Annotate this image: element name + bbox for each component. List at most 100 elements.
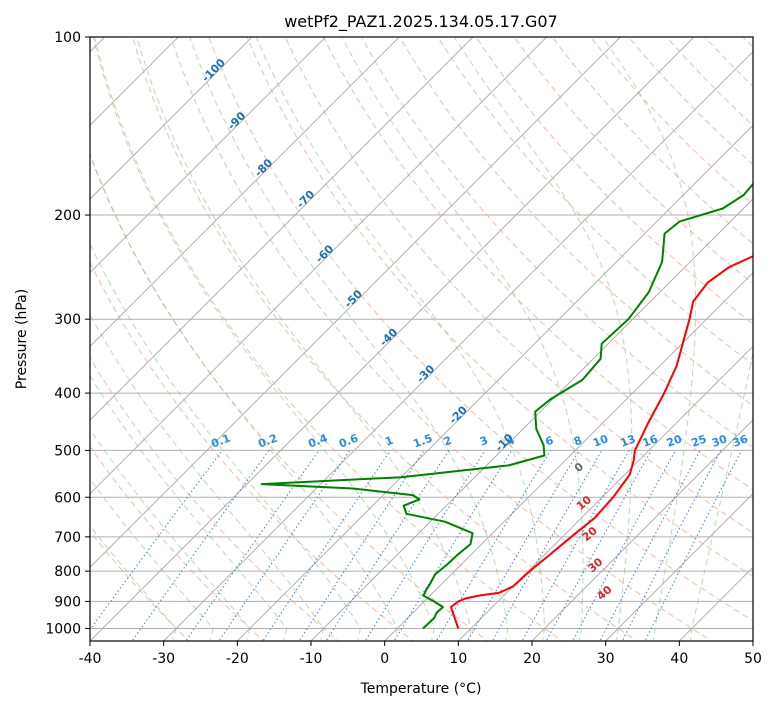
mixing-ratio-label: 0.4 bbox=[306, 432, 329, 451]
mixing-ratio-line bbox=[298, 450, 425, 641]
mixing-ratio-label: 3 bbox=[478, 434, 490, 449]
axes: -40 -30 -20 -10 0 10 20 30 40 5010020030040050060… bbox=[45, 30, 762, 667]
mixing-ratio-line bbox=[393, 450, 513, 641]
plot-area: 0.1 0.2 0.4 0.6 1 1.5 2 3 4 6 8 10 13 16 20 25 30 36 -100 -… bbox=[90, 37, 753, 641]
y-tick-label: 200 bbox=[54, 208, 81, 224]
dewpoint-profile-line bbox=[260, 182, 753, 630]
y-tick-label: 500 bbox=[54, 443, 81, 459]
mixing-ratio-line bbox=[131, 450, 270, 641]
dry-adiabat bbox=[208, 37, 753, 622]
dry-adiabat-label: -60 bbox=[313, 242, 336, 265]
dry-adiabat bbox=[284, 37, 753, 534]
dry-adiabat bbox=[132, 37, 638, 641]
mixing-ratio-line bbox=[364, 450, 486, 641]
moist-adiabat bbox=[341, 37, 584, 641]
moist-adiabat bbox=[90, 152, 398, 641]
isotherm-gridline bbox=[752, 640, 753, 641]
mixing-ratio-label: 16 bbox=[641, 432, 660, 450]
moist-adiabat bbox=[136, 37, 472, 641]
moist-adiabat bbox=[90, 524, 177, 641]
y-tick-label: 1000 bbox=[45, 621, 81, 637]
y-tick-label: 700 bbox=[54, 530, 81, 546]
x-axis-title: Temperature (°C) bbox=[360, 681, 482, 697]
mixing-ratio-line bbox=[466, 450, 580, 641]
moist-adiabat bbox=[90, 242, 361, 641]
dry-adiabat bbox=[90, 445, 265, 641]
mixing-ratio-line bbox=[621, 450, 722, 641]
isotherm-gridline bbox=[236, 124, 753, 641]
dry-adiabat bbox=[360, 37, 753, 448]
mixing-ratio-label: 1 bbox=[383, 434, 395, 449]
dry-adiabat bbox=[90, 153, 489, 641]
y-tick-label: 100 bbox=[54, 30, 81, 46]
isotherm-gridline bbox=[90, 37, 695, 641]
x-tick-label: -20 bbox=[226, 651, 249, 667]
dry-adiabat-label: -30 bbox=[414, 362, 437, 385]
mixing-ratio-label: 8 bbox=[572, 434, 584, 449]
isotherm-gridline bbox=[163, 50, 753, 641]
isotherm-gridline bbox=[90, 37, 180, 127]
isotherm-gridline bbox=[90, 37, 327, 274]
isotherm-gridline bbox=[384, 271, 753, 641]
dry-adiabat bbox=[665, 37, 753, 127]
mixing-ratio-line bbox=[644, 450, 742, 641]
mixing-ratio-line bbox=[218, 450, 351, 641]
isotherm-gridline bbox=[90, 37, 253, 200]
temperature-profile-line bbox=[450, 255, 753, 629]
mixing-ratio-line bbox=[545, 450, 652, 641]
mixing-ratio-label: 6 bbox=[544, 434, 556, 449]
dry-adiabat-label: -40 bbox=[377, 325, 400, 348]
moist-adiabat bbox=[189, 37, 509, 641]
mixing-ratio-label: 0.2 bbox=[256, 432, 279, 451]
mixing-ratio-label: 4 bbox=[505, 434, 517, 449]
moist-adiabat bbox=[255, 37, 545, 641]
moist-adiabat bbox=[690, 349, 753, 641]
y-tick-label: 300 bbox=[54, 312, 81, 328]
isotherm-gridline bbox=[605, 492, 753, 641]
moist-adiabat bbox=[90, 314, 325, 641]
moist-adiabat-label: 10 bbox=[574, 493, 594, 513]
isotherm-gridline bbox=[310, 198, 753, 641]
y-tick-label: 400 bbox=[54, 386, 81, 402]
isotherm-gridline bbox=[457, 345, 753, 641]
x-tick-label: 10 bbox=[449, 651, 467, 667]
x-tick-label: -30 bbox=[152, 651, 175, 667]
mixing-ratio-label: 36 bbox=[731, 432, 750, 450]
mixing-ratio-label: 20 bbox=[665, 432, 684, 450]
moist-adiabat bbox=[602, 37, 697, 641]
moist-adiabat bbox=[453, 37, 633, 641]
isotherm-gridline bbox=[678, 566, 753, 641]
x-tick-label: -10 bbox=[300, 651, 323, 667]
moist-adiabat bbox=[90, 478, 214, 641]
isotherm-gridline bbox=[90, 37, 474, 421]
dry-adiabat bbox=[93, 37, 564, 641]
dry-adiabat bbox=[589, 37, 753, 205]
isotherm-gridline bbox=[90, 37, 548, 495]
dry-adiabat-label: -70 bbox=[294, 188, 317, 211]
mixing-ratio-label: 13 bbox=[619, 432, 638, 449]
mixing-ratio-label: 0.6 bbox=[337, 432, 360, 451]
chart-title: wetPf2_PAZ1.2025.134.05.17.G07 bbox=[284, 12, 558, 32]
mixing-ratio-line bbox=[185, 450, 320, 641]
x-tick-label: -40 bbox=[79, 651, 102, 667]
mixing-ratio-line bbox=[599, 450, 701, 641]
dry-adiabat bbox=[475, 37, 753, 325]
mixing-ratio-label: 2 bbox=[442, 434, 454, 449]
dry-adiabat-label: -100 bbox=[199, 56, 228, 85]
moist-adiabat bbox=[90, 374, 288, 641]
dry-adiabat bbox=[437, 37, 753, 366]
moist-adiabat-label: 40 bbox=[595, 583, 615, 603]
dry-adiabat-label: -50 bbox=[342, 287, 365, 310]
y-tick-label: 900 bbox=[54, 594, 81, 610]
dry-adiabat bbox=[704, 37, 753, 87]
x-tick-label: 0 bbox=[380, 651, 389, 667]
plot-frame bbox=[89, 36, 754, 642]
moist-adiabat bbox=[90, 428, 251, 641]
x-tick-label: 30 bbox=[597, 651, 615, 667]
y-axis-title: Pressure (hPa) bbox=[14, 289, 30, 389]
mixing-ratio-line bbox=[262, 450, 391, 641]
mixing-ratio-line bbox=[435, 450, 552, 641]
mixing-ratio-line bbox=[325, 450, 450, 641]
moist-adiabat-label: 0 bbox=[572, 460, 586, 475]
